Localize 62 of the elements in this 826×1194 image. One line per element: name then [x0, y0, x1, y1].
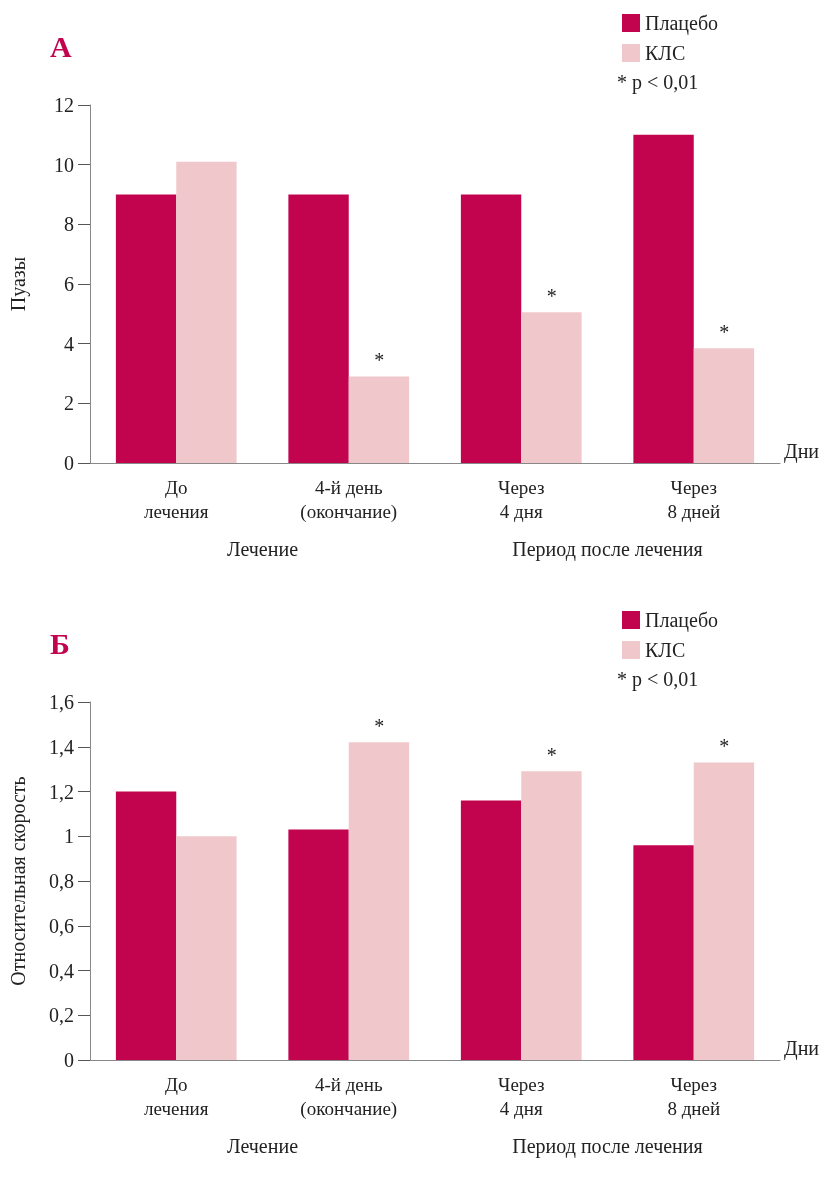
legend-label: Плацебо — [645, 12, 719, 35]
bar — [521, 771, 582, 1060]
x-tick-label: Через 8 дней — [667, 1073, 721, 1119]
y-tick-label: 12 — [54, 94, 74, 116]
annotation: * — [719, 735, 730, 758]
y-tick-label: 0,4 — [49, 959, 74, 982]
x-axis-title: Дни — [784, 440, 820, 463]
bar — [633, 845, 694, 1060]
y-tick-label: 0,6 — [49, 914, 74, 937]
bar — [693, 762, 755, 1060]
bar — [348, 742, 410, 1060]
y-tick-label: 0 — [64, 1049, 74, 1071]
text: * p < 0,01 — [617, 71, 699, 94]
y-tick-label: 1,6 — [49, 691, 74, 713]
bar — [176, 161, 237, 463]
annotation: * — [374, 349, 385, 372]
bar — [115, 791, 177, 1060]
legend-label: Плацебо — [645, 609, 719, 632]
x-tick-label: До лечения — [143, 476, 209, 522]
bar — [693, 348, 755, 463]
text: Период после лечения — [512, 1135, 703, 1158]
bar — [348, 376, 410, 463]
bar — [633, 134, 694, 463]
bar — [460, 800, 522, 1060]
annotation: * — [374, 715, 385, 738]
x-tick-label: Через 4 дня — [498, 476, 545, 522]
text: Лечение — [226, 1135, 299, 1157]
legend-label: КЛС — [645, 639, 686, 661]
chart-title: А — [50, 29, 72, 63]
x-tick-label: 4-й день (окончание) — [300, 1073, 398, 1120]
x-tick-label: Через 4 дня — [498, 1073, 545, 1119]
bar — [176, 836, 237, 1060]
y-axis-title: Относительная скорость — [7, 776, 30, 986]
y-tick-label: 6 — [64, 273, 74, 295]
annotation: * — [546, 285, 557, 308]
x-tick-label: Через 8 дней — [667, 476, 721, 522]
x-tick-label: До лечения — [143, 1073, 209, 1119]
annotation: * — [546, 744, 557, 767]
y-tick-label: 2 — [64, 392, 74, 415]
bar — [288, 194, 349, 463]
x-axis-title: Дни — [784, 1037, 820, 1060]
y-tick-label: 0 — [64, 452, 74, 474]
y-tick-label: 10 — [54, 153, 74, 176]
bar — [115, 194, 177, 463]
bar — [460, 194, 522, 463]
text: Период после лечения — [512, 538, 703, 561]
bar — [521, 312, 582, 463]
legend-label: КЛС — [645, 42, 686, 64]
bar — [288, 829, 349, 1060]
text: Лечение — [226, 538, 299, 560]
y-tick-label: 1,2 — [49, 780, 74, 803]
y-tick-label: 8 — [64, 213, 74, 236]
text: * p < 0,01 — [617, 668, 699, 691]
y-tick-label: 0,8 — [49, 870, 74, 892]
y-axis-title: Пуазы — [7, 256, 30, 312]
y-tick-label: 1,4 — [49, 735, 74, 758]
annotation: * — [719, 321, 730, 344]
y-tick-label: 1 — [64, 825, 74, 848]
y-tick-label: 0,2 — [49, 1004, 74, 1027]
x-tick-label: 4-й день (окончание) — [300, 476, 398, 523]
chart-title: Б — [50, 626, 70, 660]
y-tick-label: 4 — [64, 332, 74, 355]
